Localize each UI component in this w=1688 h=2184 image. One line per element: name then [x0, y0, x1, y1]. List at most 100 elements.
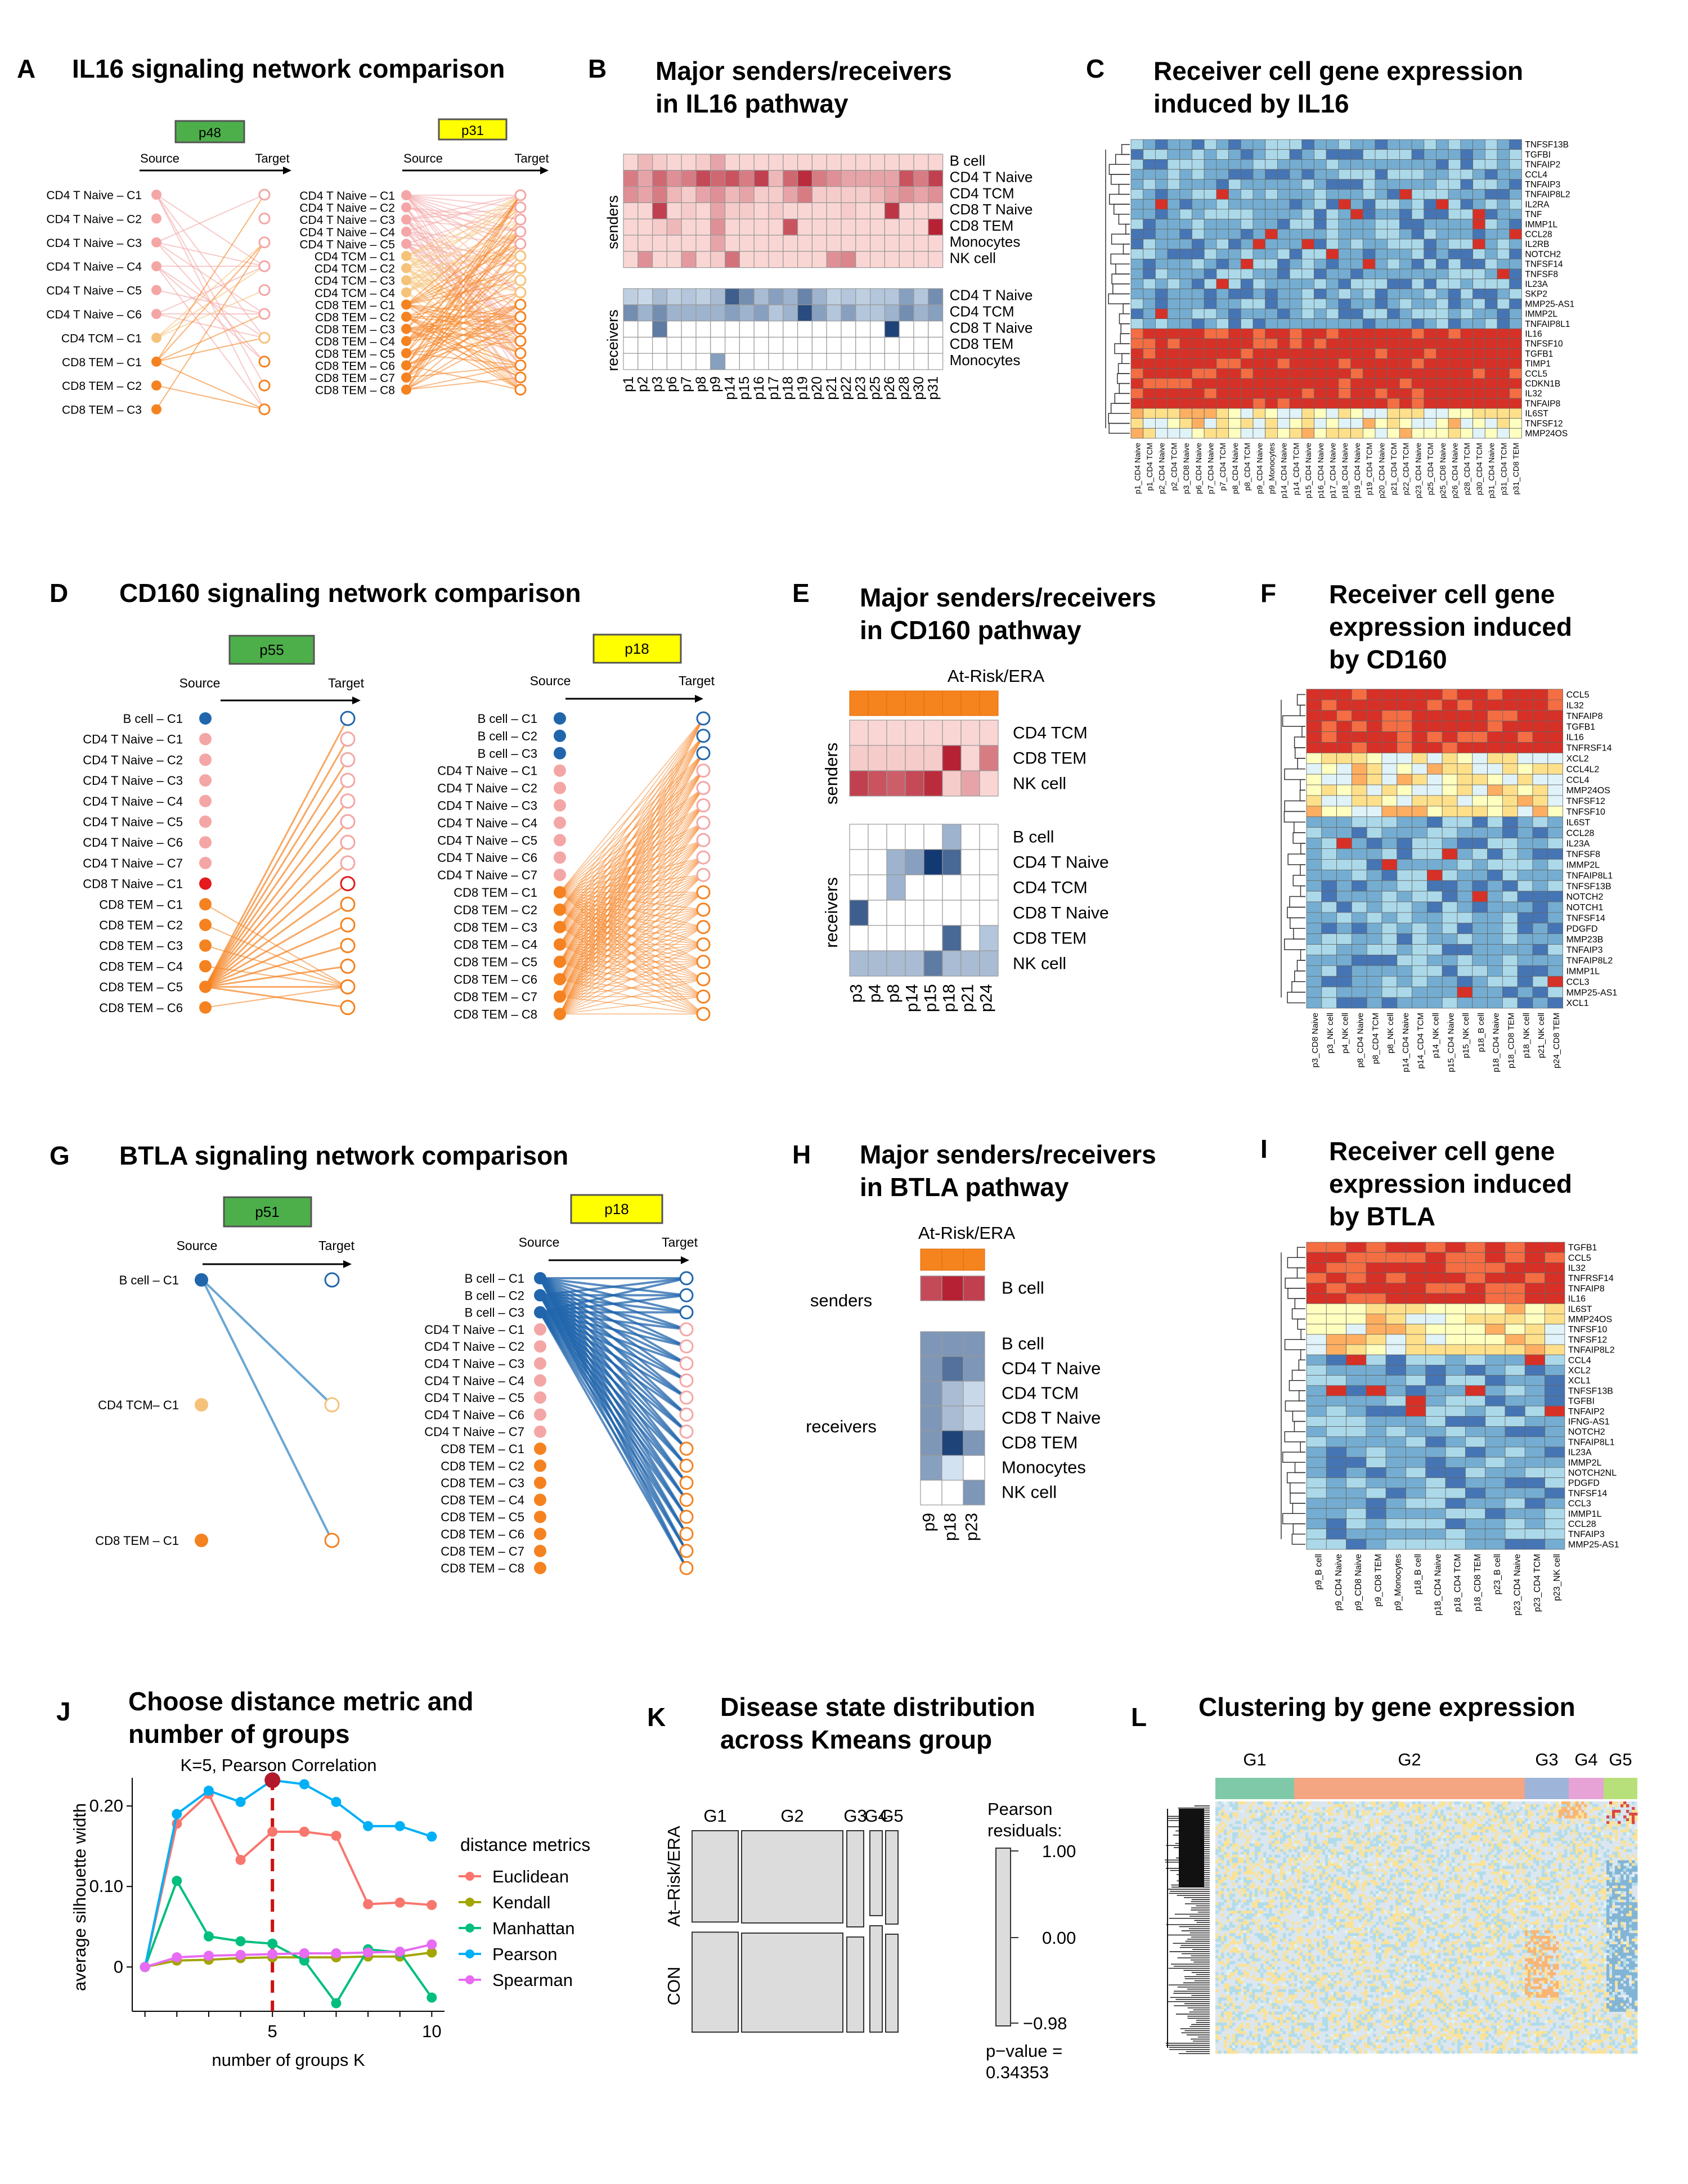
heatmap-cell — [1517, 933, 1533, 945]
heatmap-cell — [1424, 228, 1436, 240]
heatmap-cell — [1411, 159, 1425, 170]
heatmap-cell — [1418, 1806, 1421, 1810]
heatmap-cell — [1480, 1854, 1483, 1858]
heatmap-cell — [1449, 1818, 1452, 1822]
heatmap-cell — [1502, 965, 1518, 977]
heatmap-cell — [1269, 1835, 1272, 1839]
heatmap-cell — [1381, 880, 1398, 892]
heatmap-cell — [1179, 398, 1192, 409]
heatmap-cell — [1505, 1846, 1509, 1850]
heatmap-cell — [1460, 1840, 1463, 1844]
heatmap-cell — [1530, 1806, 1534, 1810]
heatmap-cell — [1426, 742, 1443, 753]
heatmap-cell — [1472, 699, 1488, 711]
heatmap-cell — [1370, 1806, 1373, 1810]
heatmap-cell — [1623, 1829, 1627, 1833]
heatmap-cell — [1484, 318, 1498, 329]
heatmap-cell — [1130, 278, 1144, 289]
heatmap-cell — [1561, 1840, 1565, 1844]
heatmap-cell — [1356, 1837, 1359, 1841]
heatmap-cell — [1615, 1818, 1618, 1822]
heatmap-cell — [1615, 1812, 1618, 1816]
heatmap-cell — [1426, 965, 1443, 977]
x-tick-label: 10 — [422, 2021, 441, 2041]
heatmap-cell — [1547, 848, 1564, 860]
heatmap-cell — [1289, 1840, 1292, 1844]
heatmap-cell — [1484, 149, 1498, 160]
heatmap-cell — [1385, 1508, 1406, 1519]
heatmap-cell — [1397, 923, 1413, 934]
heatmap-cell — [1421, 1849, 1424, 1853]
heatmap-cell — [1397, 859, 1413, 870]
heatmap-cell — [1460, 308, 1473, 320]
heatmap-cell — [1260, 1809, 1264, 1813]
heatmap-cell — [941, 1275, 964, 1301]
node-label: CD8 TEM – C2 — [454, 903, 537, 917]
target-node — [679, 1493, 694, 1507]
source-node — [195, 1273, 208, 1287]
heatmap-cell — [1385, 1242, 1406, 1253]
heatmap-cell — [1522, 1832, 1525, 1836]
heatmap-cell — [1465, 1252, 1486, 1263]
dendrogram-branch — [1110, 174, 1130, 185]
heatmap-cell — [1221, 1829, 1224, 1833]
heatmap-cell — [1155, 159, 1168, 170]
heatmap-cell — [1350, 418, 1363, 429]
heatmap-cell — [1505, 1364, 1525, 1376]
heatmap-cell — [1595, 1806, 1599, 1810]
heatmap-cell — [1424, 1835, 1427, 1839]
source-node — [401, 323, 411, 334]
heatmap-cell — [1252, 418, 1266, 429]
heatmap-cell — [905, 720, 924, 746]
heatmap-cell — [1615, 1837, 1618, 1841]
heatmap-cell — [1559, 1812, 1562, 1816]
heatmap-cell — [1351, 784, 1367, 796]
heatmap-cell — [1401, 1812, 1404, 1816]
heatmap-cell — [1351, 816, 1367, 828]
heatmap-cell — [1379, 1832, 1382, 1836]
heatmap-cell — [1429, 1840, 1433, 1844]
heatmap-cell — [1235, 1843, 1238, 1847]
dendrogram-branch — [1284, 769, 1305, 780]
heatmap-cell — [1240, 428, 1254, 439]
heatmap-cell — [1598, 1806, 1601, 1810]
heatmap-cell — [899, 353, 914, 370]
dendrogram-branch — [1294, 1462, 1305, 1473]
group-band-cell — [886, 690, 906, 716]
heatmap-cell — [652, 235, 667, 252]
heatmap-cell — [1517, 891, 1533, 902]
heatmap-cell — [1321, 763, 1337, 775]
heatmap-cell — [1465, 1303, 1486, 1314]
gene-label: IMMP2L — [1566, 861, 1600, 870]
heatmap-cell — [1390, 1852, 1393, 1855]
heatmap-cell — [1326, 268, 1339, 280]
heatmap-cell — [1370, 1818, 1373, 1822]
heatmap-cell — [1425, 1426, 1446, 1437]
heatmap-cell — [1487, 827, 1503, 838]
legend-label: Kendall — [492, 1893, 550, 1912]
heatmap-cell — [1303, 1860, 1306, 1864]
heatmap-cell — [1286, 1835, 1289, 1839]
heatmap-cell — [849, 745, 869, 771]
legend-max: 1.00 — [1042, 1841, 1076, 1861]
data-point — [363, 1899, 374, 1909]
heatmap-cell — [1445, 1354, 1466, 1365]
heatmap-cell — [1297, 1852, 1300, 1855]
heatmap-cell — [1545, 1488, 1565, 1499]
heatmap-cell — [1167, 228, 1180, 240]
heatmap-cell — [1497, 1806, 1500, 1810]
heatmap-cell — [1411, 289, 1425, 299]
heatmap-cell — [905, 925, 924, 951]
source-node — [401, 384, 411, 395]
heatmap-cell — [1376, 1849, 1379, 1853]
heatmap-cell — [695, 235, 711, 252]
heatmap-cell — [1421, 1829, 1424, 1833]
heatmap-cell — [1353, 1860, 1357, 1864]
gene-label: TNFAIP8L1 — [1525, 320, 1570, 329]
heatmap-cell — [1545, 1821, 1548, 1825]
heatmap-cell — [1612, 1806, 1615, 1810]
heatmap-cell — [1317, 1809, 1320, 1813]
heatmap-cell — [1409, 1823, 1413, 1827]
heatmap-cell — [1502, 880, 1518, 892]
